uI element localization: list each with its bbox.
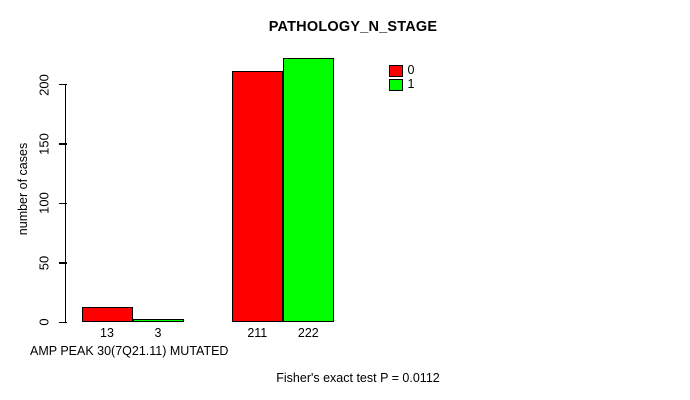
- legend-item-0: 0: [389, 64, 414, 78]
- legend-label-0: 0: [407, 63, 415, 78]
- legend-item-1: 1: [389, 78, 414, 92]
- y-axis-tick: [58, 202, 67, 205]
- bar-value-label: 13: [100, 325, 114, 340]
- y-axis-tick: [58, 83, 67, 86]
- bar-value-label: 3: [154, 325, 162, 340]
- y-axis-tick-label: 100: [36, 192, 51, 215]
- bar-series0-group2: [231, 71, 283, 323]
- x-axis-title: AMP PEAK 30(7Q21.11) MUTATED: [30, 343, 229, 358]
- bar-series1-group2: [282, 58, 334, 323]
- legend-label-1: 1: [407, 77, 415, 92]
- fisher-test-footnote: Fisher's exact test P = 0.0112: [276, 371, 440, 385]
- y-axis-tick: [58, 143, 67, 145]
- legend: 0 1: [389, 64, 414, 92]
- y-axis-tick: [58, 262, 67, 264]
- bar-value-label: 222: [297, 325, 319, 340]
- y-axis-tick-label: 200: [36, 73, 51, 96]
- legend-swatch-green-icon: [389, 78, 403, 91]
- y-axis-tick-label: 50: [36, 255, 51, 271]
- y-axis-tick-label: 0: [36, 318, 51, 326]
- y-axis-title: number of cases: [15, 142, 30, 235]
- bar-series1-group1: [132, 318, 184, 323]
- y-axis-tick: [58, 321, 67, 323]
- bar-series0-group1: [81, 306, 133, 323]
- legend-swatch-red-icon: [389, 64, 403, 77]
- y-axis-tick-label: 150: [36, 133, 51, 155]
- bar-value-label: 211: [247, 325, 268, 340]
- chart-title: PATHOLOGY_N_STAGE: [268, 19, 438, 35]
